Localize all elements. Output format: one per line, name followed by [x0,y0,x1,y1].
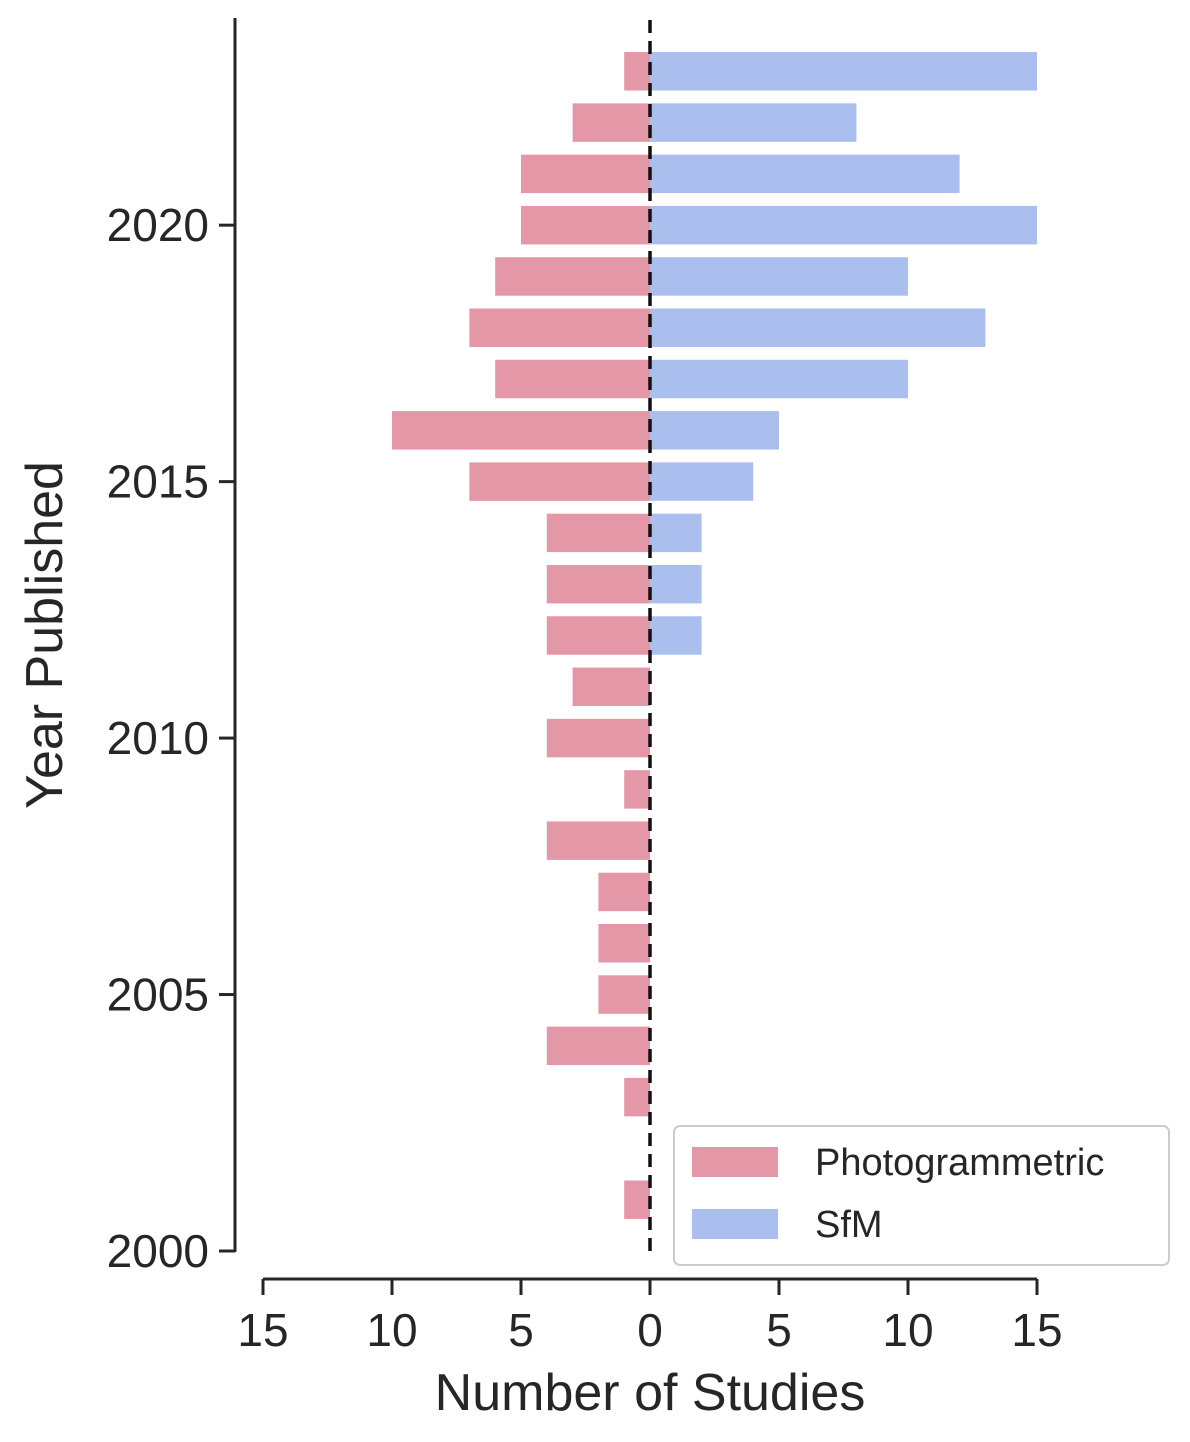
bar-photogrammetric-2022 [572,103,650,142]
bars-group [392,52,1037,1219]
x-tick-label-5: 10 [882,1304,933,1356]
y-tick-label-2005: 2005 [107,969,209,1021]
bar-photogrammetric-2007 [598,872,650,912]
y-axis-title: Year Published [16,461,74,809]
y-tick-label-2020: 2020 [107,199,209,251]
bar-photogrammetric-2017 [495,359,650,399]
bar-photogrammetric-2015 [469,462,650,501]
bar-photogrammetric-2012 [546,616,650,655]
bar-sfm-2020 [650,205,1037,245]
bar-sfm-2022 [650,103,857,142]
bar-photogrammetric-2001 [624,1180,650,1219]
bar-photogrammetric-2008 [546,821,650,860]
bar-sfm-2014 [650,513,702,553]
bar-sfm-2017 [650,359,908,399]
bar-photogrammetric-2018 [469,308,650,347]
bar-photogrammetric-2019 [495,257,650,296]
y-tick-label-2000: 2000 [107,1225,209,1277]
bar-photogrammetric-2003 [624,1077,650,1117]
y-axis: 2000 2005 2010 2015 2020 [107,18,237,1277]
y-tick-label-2015: 2015 [107,456,209,508]
bar-sfm-2023 [650,52,1037,91]
bar-photogrammetric-2023 [624,52,650,91]
bar-sfm-2021 [650,154,960,194]
x-tick-label-1: 10 [366,1304,417,1356]
bar-photogrammetric-2021 [521,154,650,194]
bar-photogrammetric-2005 [598,975,650,1014]
legend-swatch-sfm [692,1209,778,1239]
bar-photogrammetric-2013 [546,564,650,604]
bar-photogrammetric-2006 [598,924,650,963]
bar-photogrammetric-2020 [521,205,650,245]
bar-photogrammetric-2011 [572,667,650,707]
bar-photogrammetric-2016 [392,411,650,450]
bar-photogrammetric-2004 [546,1026,650,1066]
bar-photogrammetric-2009 [624,770,650,809]
x-axis: 15 10 5 0 5 10 15 [237,1277,1063,1356]
legend-swatch-photogrammetric [692,1147,778,1177]
legend: Photogrammetric SfM [673,1125,1170,1266]
bar-sfm-2015 [650,462,754,501]
x-tick-label-6: 15 [1011,1304,1062,1356]
bar-sfm-2018 [650,308,986,347]
bar-photogrammetric-2014 [546,513,650,553]
y-tick-label-2010: 2010 [107,712,209,764]
bar-photogrammetric-2010 [546,718,650,758]
bar-sfm-2019 [650,257,908,296]
x-tick-label-4: 5 [766,1304,792,1356]
x-tick-label-2: 5 [508,1304,534,1356]
legend-frame [673,1125,1170,1266]
x-tick-label-3: 0 [637,1304,663,1356]
bar-sfm-2012 [650,616,702,655]
bar-sfm-2013 [650,564,702,604]
legend-label-photogrammetric: Photogrammetric [815,1142,1104,1184]
legend-label-sfm: SfM [815,1204,883,1246]
bar-sfm-2016 [650,411,779,450]
x-tick-label-0: 15 [237,1304,288,1356]
x-axis-title: Number of Studies [435,1364,866,1422]
